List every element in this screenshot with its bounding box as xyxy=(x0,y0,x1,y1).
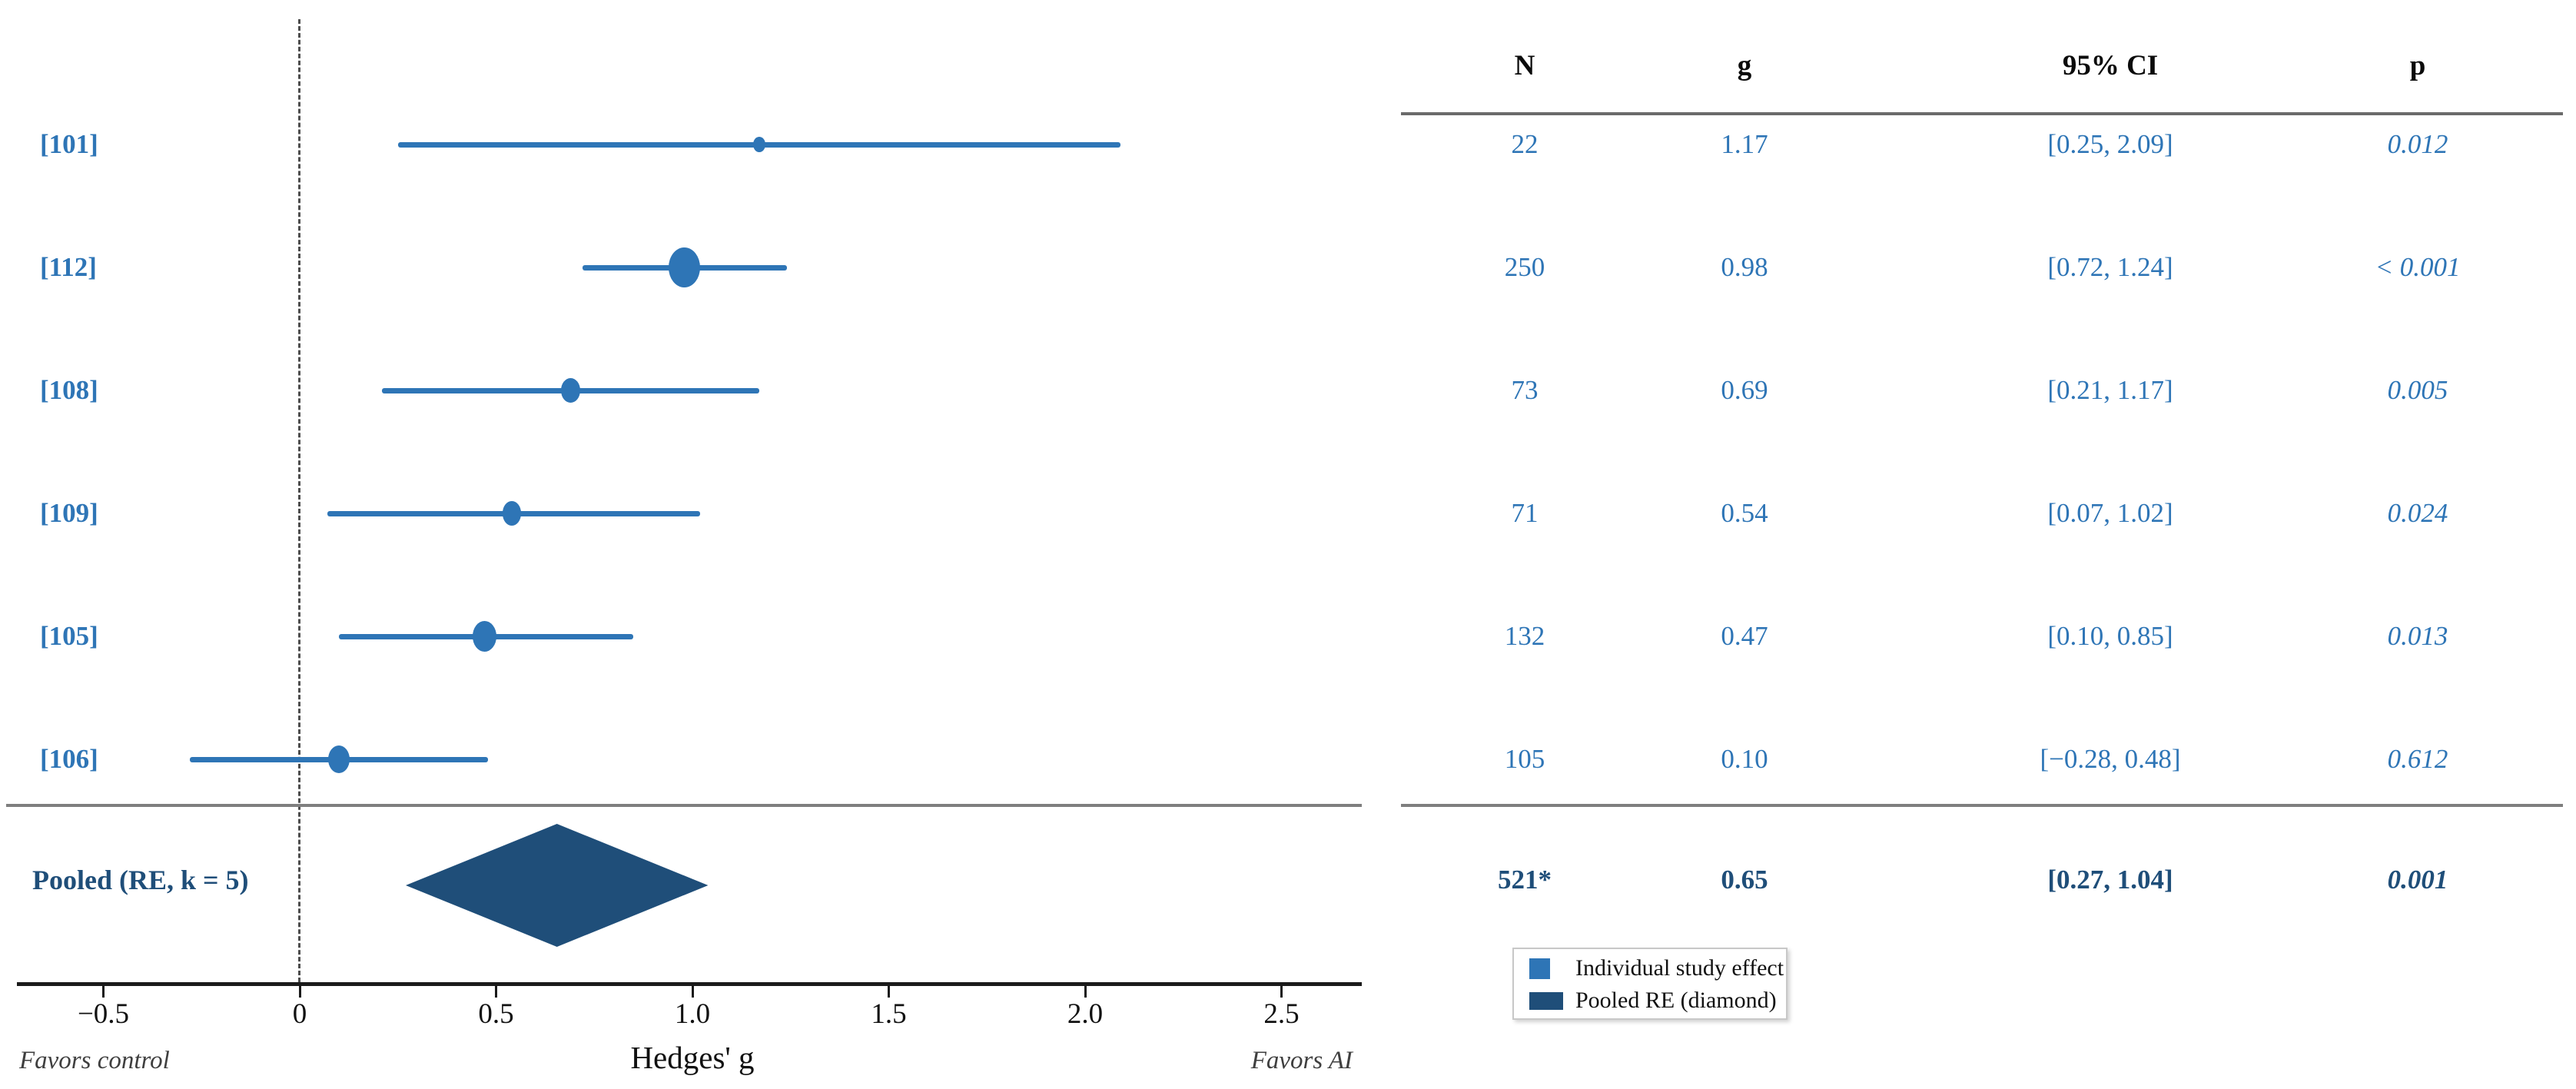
study-label: [109] xyxy=(40,498,98,528)
column-header-n: N xyxy=(1514,50,1535,81)
table-cell-n: 22 xyxy=(1511,129,1539,159)
pooled-separator-line xyxy=(6,804,1362,807)
legend-item-individual: Individual study effect xyxy=(1529,955,1784,981)
x-tick-label: 1.5 xyxy=(871,998,907,1030)
study-label: [106] xyxy=(40,744,98,774)
table-cell-n: 73 xyxy=(1511,375,1539,405)
table-cell-g: 0.54 xyxy=(1721,498,1768,528)
pooled-label: Pooled (RE, k = 5) xyxy=(32,865,249,895)
effect-marker xyxy=(752,136,766,153)
table-cell-ci: [−0.28, 0.48] xyxy=(2040,744,2181,774)
favors-ai-label: Favors AI xyxy=(1250,1047,1353,1074)
effect-marker xyxy=(472,620,496,652)
legend-label: Pooled RE (diamond) xyxy=(1575,988,1777,1013)
x-tick-mark xyxy=(495,986,497,998)
pooled-diamond xyxy=(405,824,709,947)
table-cell-n: 71 xyxy=(1511,498,1539,528)
x-tick-mark xyxy=(691,986,694,998)
x-tick-label: 0.5 xyxy=(478,998,514,1030)
table-cell-g: 0.47 xyxy=(1721,621,1768,651)
x-tick-mark xyxy=(102,986,105,998)
x-tick-label: 2.5 xyxy=(1263,998,1300,1030)
x-tick-mark xyxy=(298,986,301,998)
study-label: [105] xyxy=(40,621,98,651)
x-tick-mark xyxy=(888,986,890,998)
effect-marker xyxy=(502,501,522,526)
table-cell-p: 0.024 xyxy=(2387,498,2448,528)
legend: Individual study effect Pooled RE (diamo… xyxy=(1512,948,1788,1020)
effect-marker xyxy=(561,378,580,403)
table-cell-pooled-p: 0.001 xyxy=(2387,865,2448,895)
table-header-rule xyxy=(1401,112,2563,115)
legend-label: Individual study effect xyxy=(1575,955,1784,981)
column-header-p: p xyxy=(2409,50,2426,81)
table-cell-pooled-g: 0.65 xyxy=(1721,865,1768,895)
effect-marker xyxy=(669,247,701,288)
table-cell-ci: [0.72, 1.24] xyxy=(2047,252,2173,282)
table-cell-n: 250 xyxy=(1504,252,1545,282)
table-cell-g: 0.10 xyxy=(1721,744,1768,774)
table-cell-n: 105 xyxy=(1504,744,1545,774)
legend-swatch-box xyxy=(1529,958,1568,979)
table-cell-pooled-n: 521* xyxy=(1498,865,1552,895)
table-cell-p: 0.012 xyxy=(2387,129,2448,159)
table-cell-ci: [0.07, 1.02] xyxy=(2047,498,2173,528)
table-cell-ci: [0.21, 1.17] xyxy=(2047,375,2173,405)
table-cell-ci: [0.10, 0.85] xyxy=(2047,621,2173,651)
table-cell-g: 0.98 xyxy=(1721,252,1768,282)
table-cell-ci: [0.25, 2.09] xyxy=(2047,129,2173,159)
x-tick-label: 1.0 xyxy=(674,998,711,1030)
pooled-re-swatch-icon xyxy=(1529,991,1563,1010)
x-tick-label: −0.5 xyxy=(77,998,130,1030)
individual-study-swatch-icon xyxy=(1529,958,1550,979)
zero-reference-line xyxy=(298,19,300,982)
x-axis-title: Hedges' g xyxy=(630,1040,755,1075)
column-header-g: g xyxy=(1737,50,1752,81)
x-tick-mark xyxy=(1280,986,1283,998)
study-label: [112] xyxy=(40,252,97,282)
table-cell-p: 0.013 xyxy=(2387,621,2448,651)
table-cell-p: 0.612 xyxy=(2387,744,2448,774)
table-cell-p: 0.005 xyxy=(2387,375,2448,405)
effect-marker xyxy=(327,745,350,774)
table-cell-p: < 0.001 xyxy=(2375,252,2461,282)
x-tick-label: 0 xyxy=(292,998,307,1030)
table-cell-g: 1.17 xyxy=(1721,129,1768,159)
table-cell-pooled-ci: [0.27, 1.04] xyxy=(2047,865,2173,895)
table-cell-n: 132 xyxy=(1504,621,1545,651)
x-tick-mark xyxy=(1084,986,1087,998)
favors-control-label: Favors control xyxy=(19,1047,170,1074)
x-axis xyxy=(17,982,1362,986)
study-label: [108] xyxy=(40,375,98,405)
legend-item-pooled: Pooled RE (diamond) xyxy=(1529,988,1777,1014)
table-pooled-separator xyxy=(1401,804,2563,807)
study-label: [101] xyxy=(40,129,98,159)
column-header-ci: 95% CI xyxy=(2062,50,2159,81)
legend-swatch-box xyxy=(1529,991,1568,1010)
x-tick-label: 2.0 xyxy=(1067,998,1104,1030)
table-cell-g: 0.69 xyxy=(1721,375,1768,405)
